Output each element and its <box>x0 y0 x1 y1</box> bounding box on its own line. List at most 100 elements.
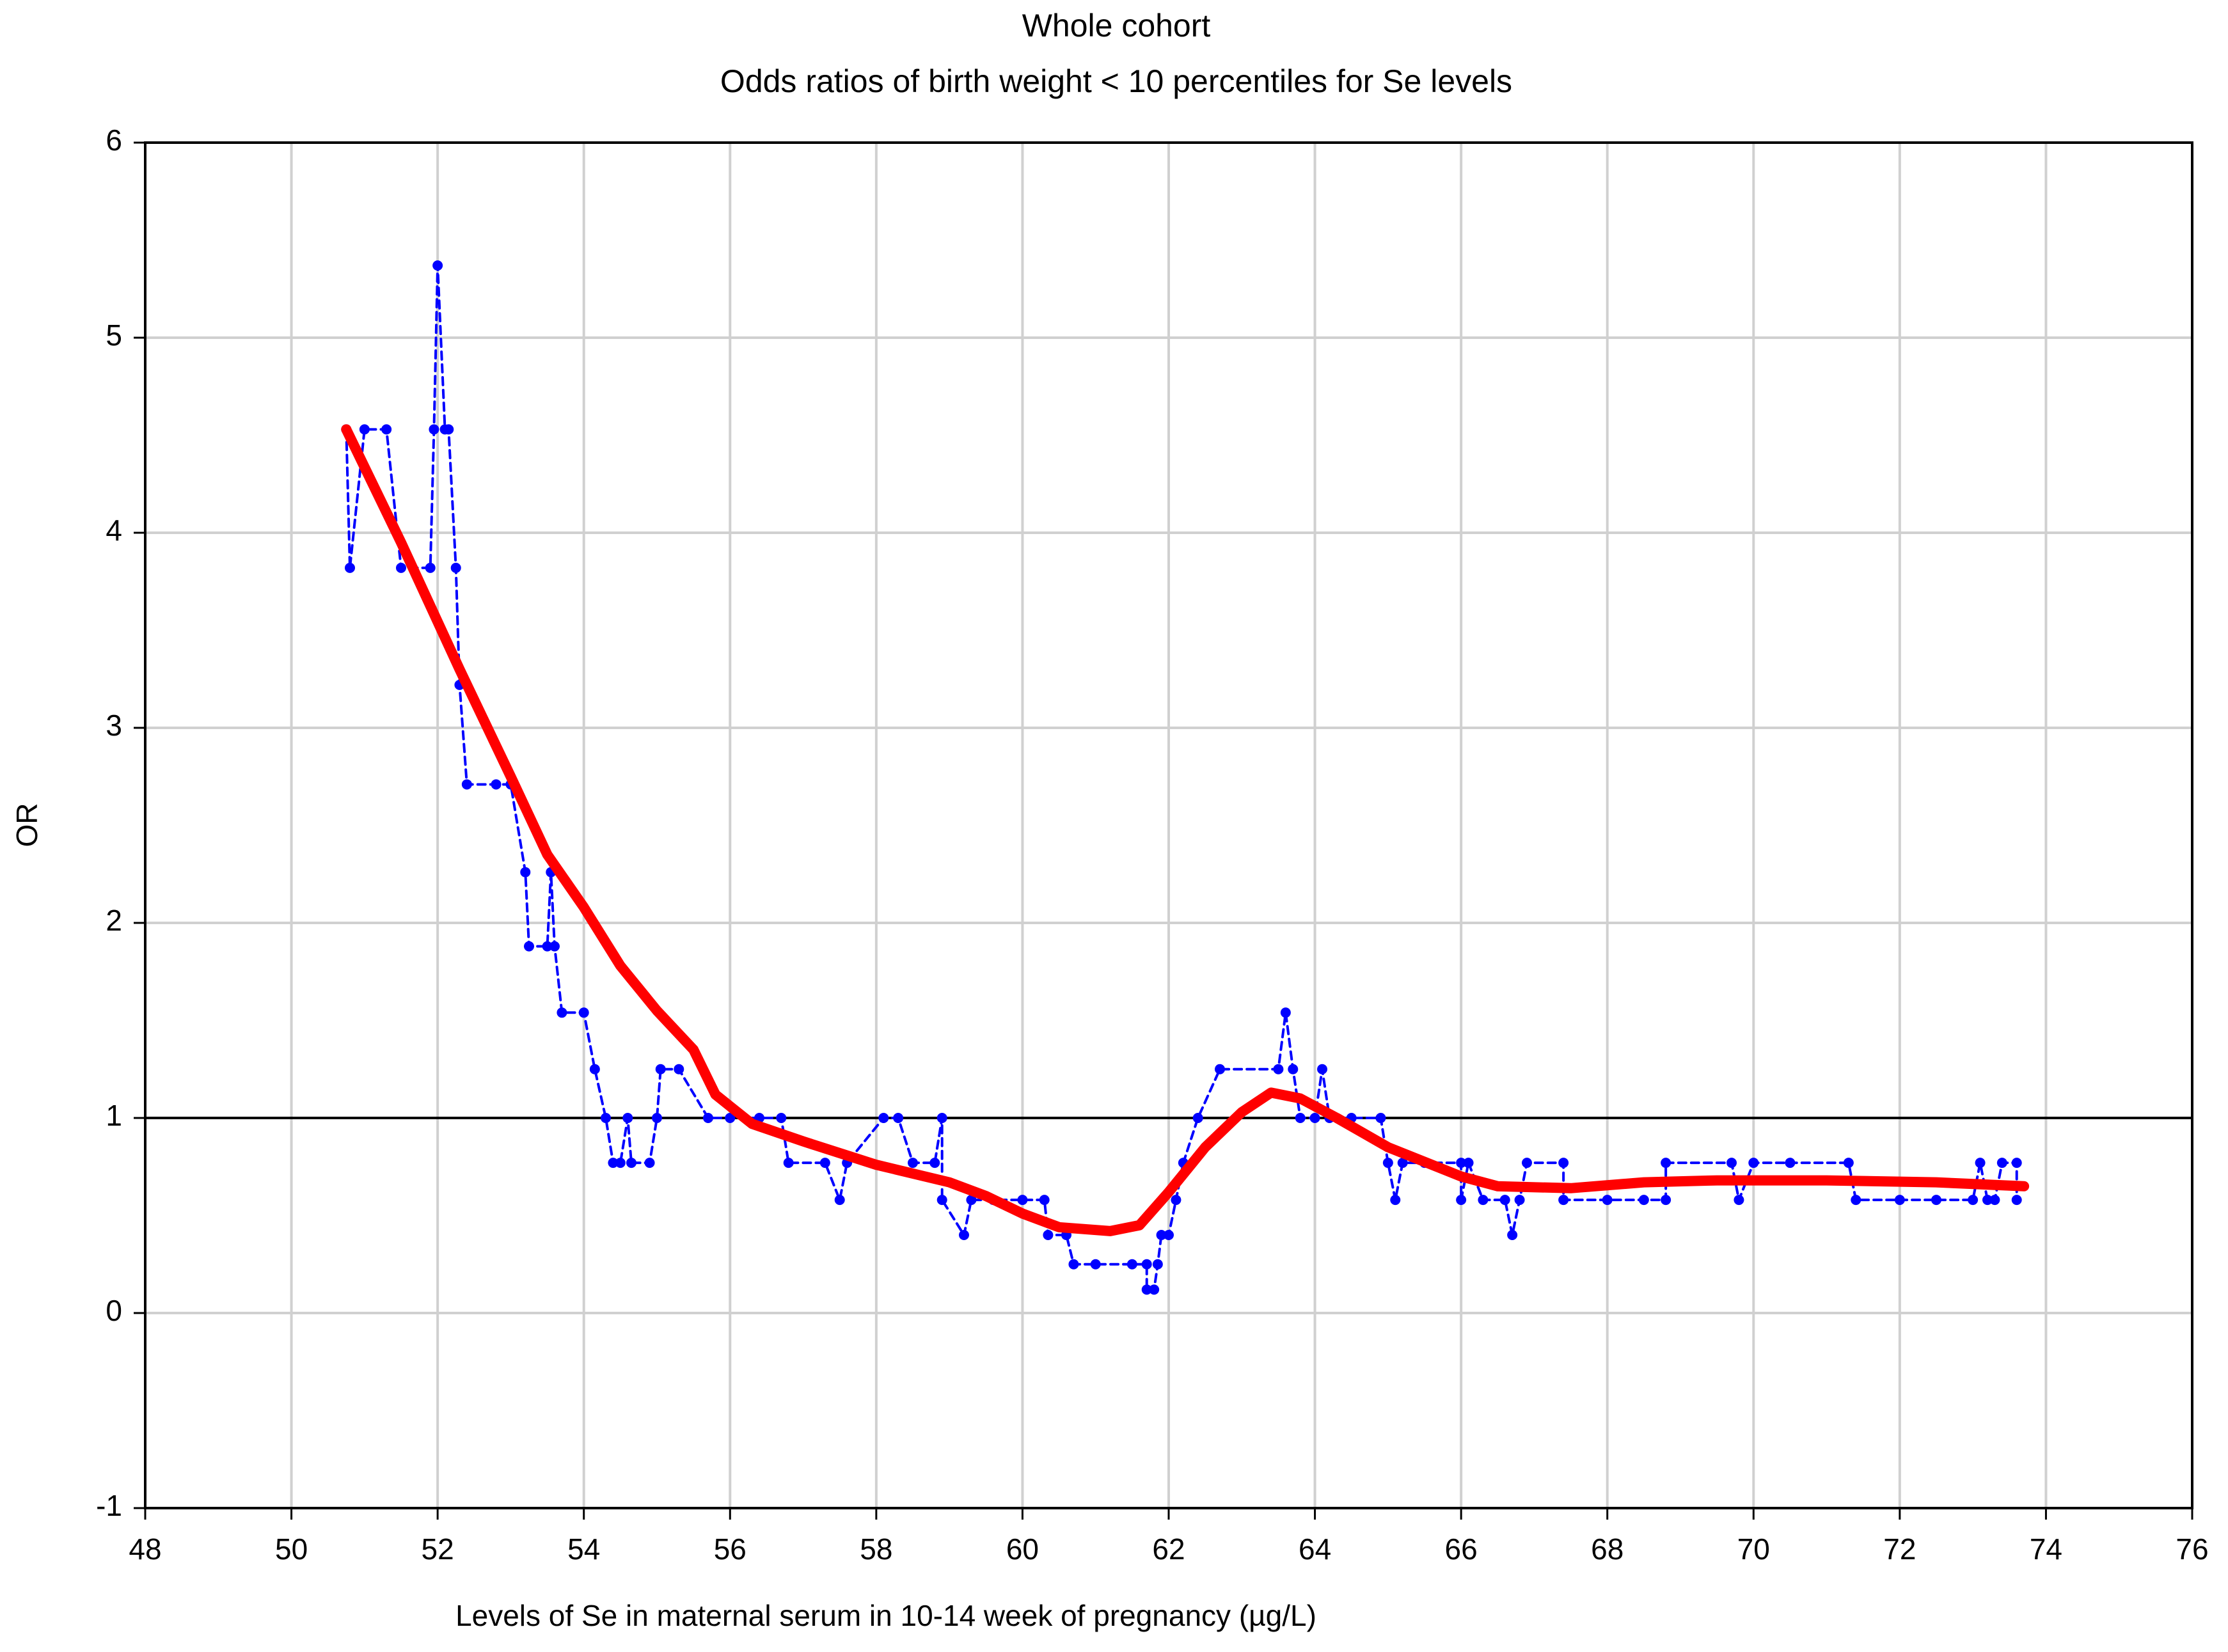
x-tick-label: 68 <box>1591 1532 1624 1566</box>
y-tick-label: 0 <box>106 1294 122 1327</box>
x-axis-label: Levels of Se in maternal serum in 10-14 … <box>455 1599 1316 1632</box>
data-point <box>450 562 461 573</box>
data-point <box>1968 1195 1979 1206</box>
chart-title: Whole cohort <box>1022 8 1211 43</box>
data-point <box>557 1007 567 1018</box>
data-point <box>1463 1158 1474 1168</box>
data-point <box>1309 1113 1320 1123</box>
data-point <box>1126 1259 1137 1270</box>
x-tick-label: 76 <box>2176 1532 2208 1566</box>
data-point <box>1975 1158 1986 1168</box>
data-point <box>461 779 472 790</box>
data-point <box>1141 1284 1152 1295</box>
data-point <box>425 562 436 573</box>
data-point <box>1039 1195 1050 1206</box>
data-point <box>1152 1259 1163 1270</box>
x-tick-label: 74 <box>2030 1532 2062 1566</box>
data-point <box>549 941 560 952</box>
data-point <box>644 1158 655 1168</box>
data-point <box>1558 1158 1569 1168</box>
data-point <box>1288 1064 1299 1074</box>
x-tick-label: 60 <box>1006 1532 1039 1566</box>
data-point <box>1141 1259 1152 1270</box>
data-point <box>2011 1158 2022 1168</box>
data-point <box>1456 1195 1467 1206</box>
data-point <box>615 1158 626 1168</box>
data-point <box>1638 1195 1649 1206</box>
data-point <box>725 1113 736 1123</box>
data-point <box>834 1195 845 1206</box>
data-point <box>1726 1158 1737 1168</box>
x-tick-label: 72 <box>1883 1532 1916 1566</box>
data-point <box>1382 1158 1393 1168</box>
y-tick-label: -1 <box>96 1489 122 1522</box>
data-point <box>601 1113 611 1123</box>
data-point <box>783 1158 794 1168</box>
data-point <box>1171 1195 1181 1206</box>
data-point <box>542 941 553 952</box>
x-tick-label: 70 <box>1737 1532 1770 1566</box>
data-point <box>1522 1158 1532 1168</box>
y-tick-label: 4 <box>106 514 122 547</box>
data-point <box>1931 1195 1941 1206</box>
data-point <box>1661 1158 1671 1168</box>
data-point <box>652 1113 662 1123</box>
data-point <box>1273 1064 1284 1074</box>
x-tick-label: 48 <box>129 1532 161 1566</box>
data-point <box>959 1230 969 1240</box>
y-tick-label: 6 <box>106 123 122 157</box>
data-point <box>966 1195 977 1206</box>
data-point <box>443 424 454 435</box>
data-point <box>1894 1195 1905 1206</box>
data-point <box>936 1195 947 1206</box>
data-point <box>1478 1195 1489 1206</box>
plot-frame <box>144 141 2193 1509</box>
x-tick-label: 50 <box>275 1532 308 1566</box>
data-point <box>524 941 534 952</box>
series-line <box>341 424 2030 1236</box>
data-point <box>1748 1158 1759 1168</box>
chart-subtitle: Odds ratios of birth weight < 10 percent… <box>720 63 1512 99</box>
data-point <box>819 1158 830 1168</box>
data-point <box>1295 1113 1306 1123</box>
data-point <box>1156 1230 1167 1240</box>
data-point <box>622 1113 633 1123</box>
y-axis-label: OR <box>10 803 43 847</box>
data-point <box>776 1113 787 1123</box>
data-point <box>359 424 370 435</box>
data-point <box>578 1007 589 1018</box>
data-point <box>655 1064 666 1074</box>
data-point <box>929 1158 940 1168</box>
data-point <box>893 1113 904 1123</box>
series-line <box>345 264 2018 1291</box>
data-point <box>1375 1113 1386 1123</box>
data-point <box>626 1158 636 1168</box>
data-point <box>2011 1195 2022 1206</box>
data-point <box>1068 1259 1079 1270</box>
data-point <box>1558 1195 1569 1206</box>
y-tick-label: 1 <box>106 1099 122 1132</box>
x-tick-label: 54 <box>567 1532 600 1566</box>
data-point <box>1043 1230 1054 1240</box>
data-point <box>1602 1195 1613 1206</box>
data-point <box>1734 1195 1744 1206</box>
data-point <box>1317 1064 1327 1074</box>
data-point <box>429 424 439 435</box>
data-point <box>520 867 531 877</box>
data-point <box>1397 1158 1408 1168</box>
data-point <box>1843 1158 1854 1168</box>
data-point <box>936 1113 947 1123</box>
data-point <box>1164 1230 1174 1240</box>
y-tick-label: 3 <box>106 709 122 742</box>
data-point <box>1192 1113 1203 1123</box>
data-point <box>1851 1195 1861 1206</box>
data-point <box>1215 1064 1225 1074</box>
data-point <box>396 562 406 573</box>
data-point <box>1996 1158 2007 1168</box>
data-point <box>1456 1158 1467 1168</box>
data-point <box>491 779 502 790</box>
data-point <box>1507 1230 1518 1240</box>
data-point <box>608 1158 619 1168</box>
